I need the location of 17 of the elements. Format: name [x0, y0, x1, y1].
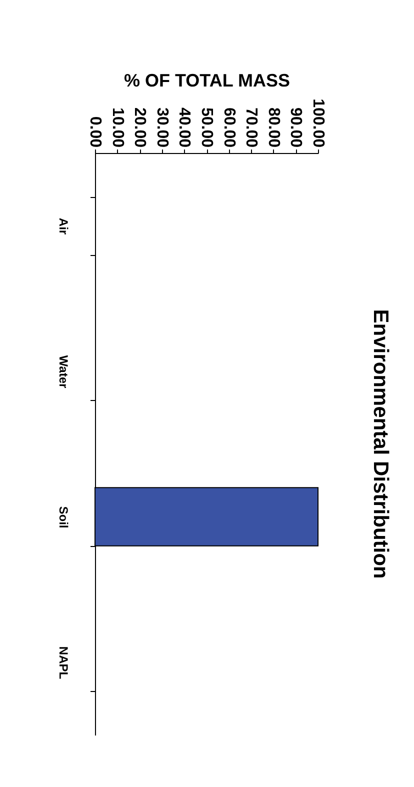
x-tick-label: 10.00: [108, 107, 126, 148]
x-tick-label: 50.00: [198, 107, 215, 148]
x-tick-label: 70.00: [242, 107, 260, 148]
y-tick-label: Soil: [56, 506, 70, 528]
y-tick-label: Air: [56, 218, 70, 235]
x-tick-label: 90.00: [287, 107, 304, 148]
x-tick-label: 100.00: [310, 98, 326, 148]
x-tick-label: 60.00: [220, 107, 238, 148]
y-tick-label: Water: [56, 355, 70, 389]
x-tick-label: 80.00: [264, 107, 282, 148]
x-axis-title: % OF TOTAL MASS: [124, 70, 290, 91]
y-tick-label: NAPL: [56, 646, 70, 680]
x-tick-label: 20.00: [131, 107, 148, 148]
x-tick-label: 40.00: [176, 107, 193, 148]
x-tick-label: 30.00: [153, 107, 170, 148]
x-tick-label: 0.00: [86, 116, 104, 148]
text: Environmental Distribution: [369, 309, 392, 579]
